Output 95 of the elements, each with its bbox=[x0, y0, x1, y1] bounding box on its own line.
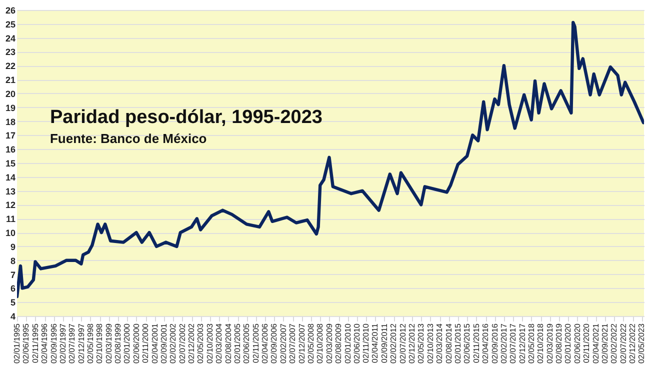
x-tick-label: 02/01/2015 bbox=[454, 322, 462, 364]
x-tick-label: 02/09/2006 bbox=[270, 322, 279, 364]
y-tick-label: 5 bbox=[10, 298, 16, 308]
x-tick-label: 02/05/2023 bbox=[637, 322, 646, 364]
x-tick-label: 02/06/2005 bbox=[242, 322, 252, 364]
y-tick-label: 22 bbox=[5, 61, 16, 72]
x-tick-label: 02/10/2008 bbox=[316, 322, 325, 364]
x-tick-label: 02/10/2018 bbox=[536, 322, 546, 364]
y-tick-label: 26 bbox=[5, 6, 16, 16]
y-tick-label: 8 bbox=[10, 256, 16, 266]
x-tick-label: 02/11/2005 bbox=[251, 322, 260, 363]
y-tick-label: 6 bbox=[10, 284, 16, 294]
x-tick-label: 02/07/2007 bbox=[288, 322, 298, 364]
x-tick-label: 02/01/1995 bbox=[12, 322, 22, 364]
x-tick-label: 02/07/1997 bbox=[68, 322, 77, 364]
x-tick-label: 02/01/2020 bbox=[564, 322, 573, 364]
x-tick-label: 02/12/1997 bbox=[76, 322, 86, 364]
x-tick-label: 02/06/2000 bbox=[132, 322, 141, 364]
x-tick-label: 02/08/2014 bbox=[444, 322, 454, 364]
y-tick-label: 14 bbox=[5, 172, 16, 182]
x-tick-label: 02/06/1995 bbox=[22, 322, 31, 364]
x-tick-label: 02/10/1998 bbox=[95, 322, 104, 364]
x-tick-label: 02/02/1997 bbox=[58, 322, 68, 364]
x-tick-label: 02/10/2013 bbox=[426, 322, 435, 364]
x-tick-label: 02/01/2010 bbox=[343, 322, 352, 364]
y-tick-label: 13 bbox=[5, 186, 16, 196]
x-tick-label: 02/12/2002 bbox=[187, 322, 196, 364]
x-tick-label: 02/09/1996 bbox=[49, 322, 58, 364]
x-tick-label: 02/12/2012 bbox=[408, 322, 417, 364]
x-tick-label: 02/04/2016 bbox=[481, 322, 490, 364]
x-tick-label: 02/09/2021 bbox=[600, 322, 610, 364]
y-tick-label: 16 bbox=[5, 144, 16, 155]
x-tick-label: 02/06/2010 bbox=[352, 322, 362, 364]
x-tick-label: 02/08/2019 bbox=[554, 322, 564, 364]
x-tick-label: 02/05/2003 bbox=[196, 322, 206, 364]
x-tick-label: 02/11/2020 bbox=[582, 322, 592, 363]
x-tick-label: 02/07/2017 bbox=[508, 322, 518, 364]
x-tick-label: 02/11/2000 bbox=[141, 322, 150, 363]
x-tick-label: 02/03/2009 bbox=[324, 322, 334, 364]
x-tick-label: 02/05/2013 bbox=[416, 322, 426, 364]
x-tick-label: 02/04/2021 bbox=[591, 322, 600, 364]
x-tick-label: 02/02/2022 bbox=[610, 322, 619, 364]
text: Fuente: Banco de México bbox=[50, 131, 207, 146]
x-tick-label: 02/04/2001 bbox=[150, 322, 160, 364]
x-tick-label: 02/12/2007 bbox=[297, 322, 306, 364]
y-tick-label: 12 bbox=[5, 200, 16, 210]
x-tick-label: 02/12/2022 bbox=[628, 322, 638, 364]
y-tick-label: 9 bbox=[10, 242, 16, 252]
y-tick-label: 7 bbox=[10, 270, 16, 280]
text: Paridad peso-dólar, 1995-2023 bbox=[50, 107, 322, 128]
x-tick-label: 02/12/2017 bbox=[518, 322, 527, 364]
y-tick-label: 18 bbox=[5, 116, 16, 127]
x-tick-label: 02/08/2004 bbox=[224, 322, 233, 364]
x-tick-label: 02/02/2002 bbox=[168, 322, 178, 364]
x-tick-label: 02/04/2011 bbox=[370, 322, 380, 363]
x-tick-label: 02/03/2019 bbox=[545, 322, 554, 364]
y-tick-label: 17 bbox=[5, 130, 16, 141]
x-tick-label: 02/10/2003 bbox=[205, 322, 214, 364]
x-tick-label: 02/09/2016 bbox=[490, 322, 500, 364]
y-tick-label: 20 bbox=[5, 88, 16, 99]
line-series bbox=[17, 20, 644, 298]
y-tick-label: 21 bbox=[5, 75, 16, 86]
x-tick-label: 02/06/2015 bbox=[462, 322, 472, 364]
x-tick-label: 02/04/2006 bbox=[260, 322, 270, 364]
y-tick-label: 15 bbox=[5, 158, 16, 168]
y-tick-label: 4 bbox=[10, 312, 16, 322]
x-tick-label: 02/08/2009 bbox=[334, 322, 344, 364]
y-tick-label: 23 bbox=[5, 47, 16, 58]
x-tick-label: 02/05/2008 bbox=[306, 322, 316, 364]
x-tick-label: 02/07/2002 bbox=[178, 322, 187, 364]
x-tick-label: 02/09/2001 bbox=[160, 322, 168, 364]
x-tick-label: 02/03/2014 bbox=[435, 322, 444, 364]
x-tick-label: 02/11/2015 bbox=[472, 322, 481, 363]
y-tick-label: 19 bbox=[5, 102, 16, 113]
x-tick-label: 02/02/2007 bbox=[278, 322, 288, 364]
x-tick-label: 02/01/2005 bbox=[233, 322, 242, 364]
y-tick-label: 11 bbox=[6, 214, 16, 224]
x-tick-label: 02/01/2000 bbox=[122, 322, 132, 364]
x-tick-label: 02/07/2022 bbox=[618, 322, 628, 364]
y-tick-label: 25 bbox=[5, 19, 16, 30]
y-tick-label: 10 bbox=[5, 228, 16, 238]
x-tick-label: 02/08/1999 bbox=[114, 322, 122, 364]
x-tick-label: 02/11/2010 bbox=[362, 322, 371, 363]
x-tick-label: 02/09/2011 bbox=[380, 322, 389, 363]
x-tick-label: 02/03/1999 bbox=[104, 322, 114, 364]
y-tick-label: 24 bbox=[5, 33, 16, 44]
x-tick-label: 02/11/1995 bbox=[30, 322, 40, 363]
x-tick-label: 02/07/2012 bbox=[398, 322, 408, 364]
x-tick-label: 02/04/1996 bbox=[40, 322, 50, 364]
x-tick-label: 02/02/2017 bbox=[500, 322, 509, 364]
x-tick-label: 02/06/2020 bbox=[572, 322, 582, 364]
x-tick-label: 02/02/2012 bbox=[389, 322, 398, 364]
x-tick-label: 02/05/1998 bbox=[86, 322, 95, 364]
x-tick-label: 02/03/2004 bbox=[214, 322, 224, 364]
x-tick-label: 02/05/2018 bbox=[526, 322, 536, 364]
